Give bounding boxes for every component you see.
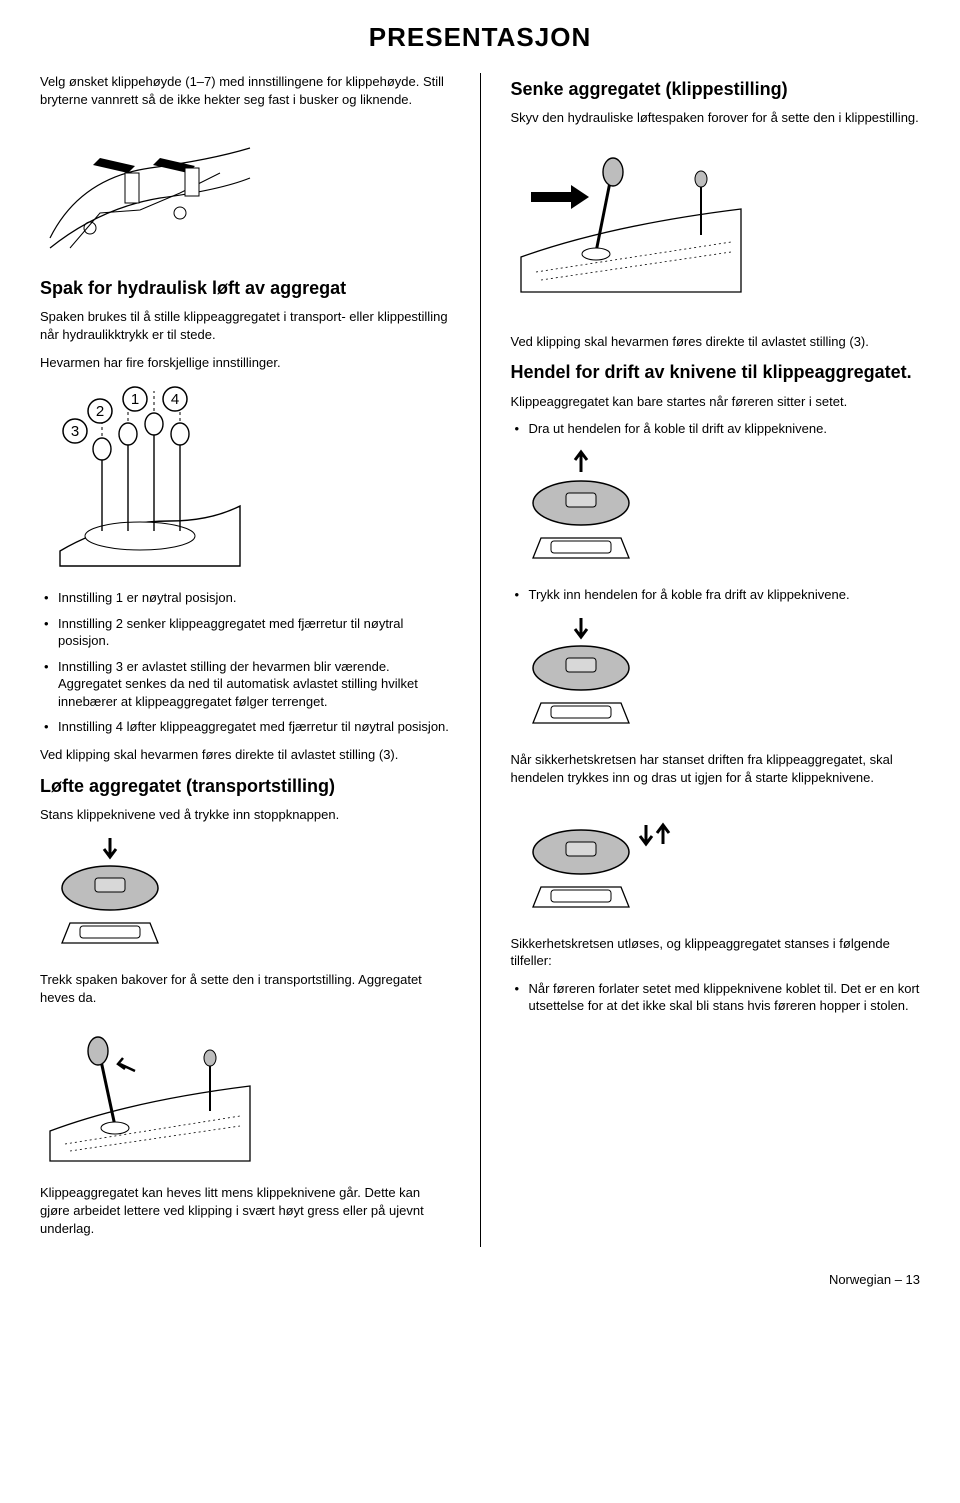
lever-num-2: 2 xyxy=(96,403,104,420)
figure-height-adjust xyxy=(40,118,450,258)
lever-num-4: 4 xyxy=(171,391,179,408)
hendel-bullet-out: Dra ut hendelen for å koble til drift av… xyxy=(511,420,921,438)
lofte-p2: Trekk spaken bakover for å sette den i t… xyxy=(40,971,450,1006)
heading-lofte: Løfte aggregatet (transportstilling) xyxy=(40,774,450,798)
left-column: Velg ønsket klippehøyde (1–7) med innsti… xyxy=(40,73,450,1247)
klipping-p: Ved klipping skal hevarmen føres direkte… xyxy=(511,333,921,351)
spak-p1: Spaken brukes til å stille klippeaggrega… xyxy=(40,308,450,343)
utloses-bullet: Når føreren forlater setet med klippekni… xyxy=(511,980,921,1015)
setting-item-2: Innstilling 2 senker klippeaggregatet me… xyxy=(40,615,450,650)
two-column-layout: Velg ønsket klippehøyde (1–7) med innsti… xyxy=(40,73,920,1247)
heading-senke: Senke aggregatet (klippestilling) xyxy=(511,77,921,101)
intro-paragraph: Velg ønsket klippehøyde (1–7) med innsti… xyxy=(40,73,450,108)
column-divider xyxy=(480,73,481,1247)
page-footer: Norwegian – 13 xyxy=(40,1271,920,1289)
utloses-p: Sikkerhetskretsen utløses, og klippeaggr… xyxy=(511,935,921,970)
heading-hendel: Hendel for drift av knivene til klippeag… xyxy=(511,360,921,384)
figure-lever-forward xyxy=(511,137,921,297)
figure-lever-positions: 3 2 1 4 xyxy=(40,381,450,571)
senke-p: Skyv den hydrauliske løftespaken forover… xyxy=(511,109,921,127)
lever-num-1: 1 xyxy=(131,391,139,408)
spak-p2: Hevarmen har fire forskjellige innstilli… xyxy=(40,354,450,372)
hendel-list-1: Dra ut hendelen for å koble til drift av… xyxy=(511,420,921,438)
lofte-p1: Stans klippeknivene ved å trykke inn sto… xyxy=(40,806,450,824)
right-column: Senke aggregatet (klippestilling) Skyv d… xyxy=(511,73,921,1247)
utloses-list: Når føreren forlater setet med klippekni… xyxy=(511,980,921,1015)
page-title: PRESENTASJON xyxy=(40,20,920,55)
sikker-p: Når sikkerhetskretsen har stanset drifte… xyxy=(511,751,921,786)
figure-button-up-down xyxy=(511,797,921,917)
figure-lever-back xyxy=(40,1016,450,1166)
setting-item-3: Innstilling 3 er avlastet stilling der h… xyxy=(40,658,450,711)
figure-button-up xyxy=(511,448,921,568)
after-bullets-p: Ved klipping skal hevarmen føres direkte… xyxy=(40,746,450,764)
hendel-bullet-in: Trykk inn hendelen for å koble fra drift… xyxy=(511,586,921,604)
setting-item-4: Innstilling 4 løfter klippeaggregatet me… xyxy=(40,718,450,736)
hendel-list-2: Trykk inn hendelen for å koble fra drift… xyxy=(511,586,921,604)
figure-button-down xyxy=(511,613,921,733)
lofte-p3: Klippeaggregatet kan heves litt mens kli… xyxy=(40,1184,450,1237)
hendel-p1: Klippeaggregatet kan bare startes når fø… xyxy=(511,393,921,411)
heading-spak: Spak for hydraulisk løft av aggregat xyxy=(40,276,450,300)
figure-stop-button-down xyxy=(40,833,450,953)
lever-num-3: 3 xyxy=(71,423,79,440)
settings-list: Innstilling 1 er nøytral posisjon. Innst… xyxy=(40,589,450,736)
setting-item-1: Innstilling 1 er nøytral posisjon. xyxy=(40,589,450,607)
